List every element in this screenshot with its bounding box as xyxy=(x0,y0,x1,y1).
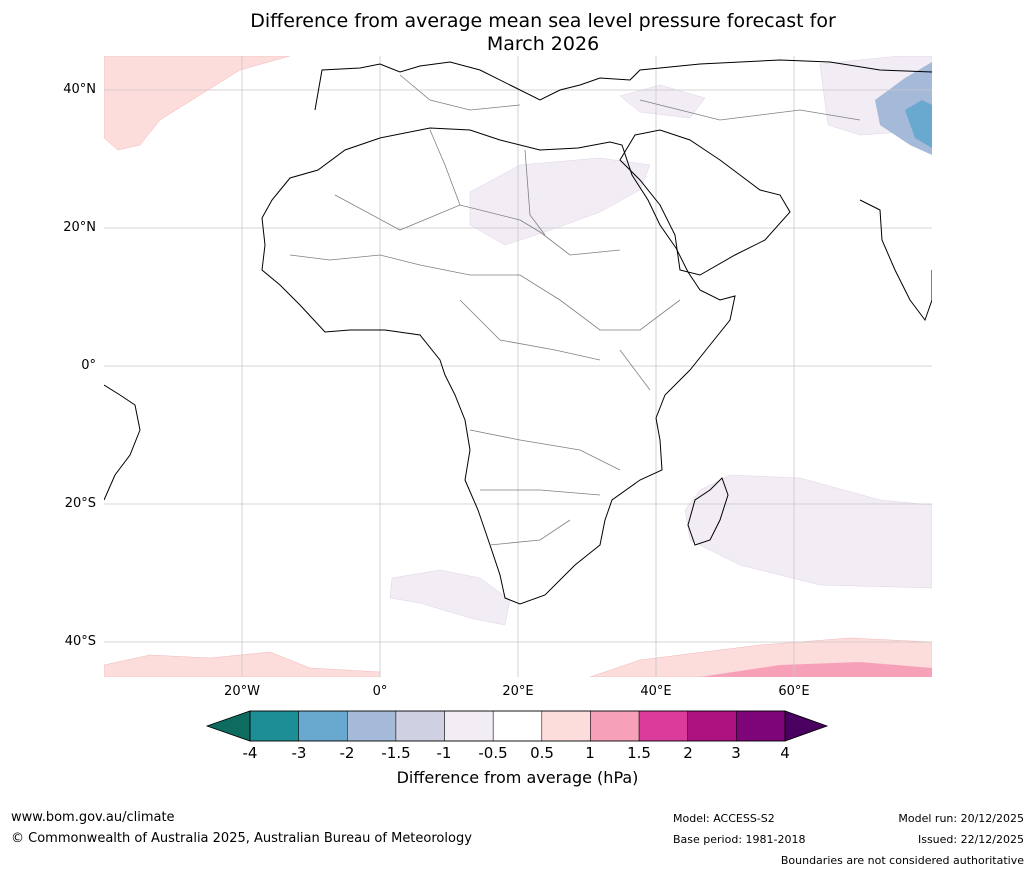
title-line-2: March 2026 xyxy=(486,33,600,55)
anomaly-weak-negative-mideast xyxy=(619,84,706,119)
lon-label-20e: 20°E xyxy=(502,684,534,699)
colorbar-segment xyxy=(638,710,688,742)
colorbar-label: Difference from average (hPa) xyxy=(396,768,639,787)
anomaly-weak-negative-sahara xyxy=(469,157,651,246)
colorbar-under-triangle xyxy=(205,710,251,742)
india-coastline xyxy=(859,199,932,322)
colorbar-tick: 2 xyxy=(683,744,693,762)
colorbar-segments xyxy=(249,710,786,742)
colorbar-tick: -1 xyxy=(436,744,452,762)
colorbar-tick: 3 xyxy=(731,744,741,762)
boundaries-disclaimer: Boundaries are not considered authoritat… xyxy=(780,854,1024,867)
colorbar-tick: -0.5 xyxy=(478,744,508,762)
anomaly-moderate-positive-south-east xyxy=(700,662,932,677)
colorbar-segment xyxy=(541,710,591,742)
lon-label-60e: 60°E xyxy=(778,684,810,699)
map-area xyxy=(104,56,932,677)
anomaly-strong-negative-tibet xyxy=(905,100,932,148)
website-link[interactable]: www.bom.gov.au/climate xyxy=(11,810,175,825)
country-borders xyxy=(289,74,861,546)
colorbar-tick: -4 xyxy=(242,744,258,762)
anomaly-weak-negative-south-atlantic xyxy=(389,569,511,626)
colorbar xyxy=(205,710,829,742)
colorbar-frame xyxy=(249,710,786,742)
anomaly-positive-nw xyxy=(104,56,291,151)
lon-label-40e: 40°E xyxy=(640,684,672,699)
colorbar-tick: -1.5 xyxy=(381,744,411,762)
title-line-1: Difference from average mean sea level p… xyxy=(250,10,836,32)
colorbar-segment xyxy=(395,710,445,742)
colorbar-tick: 0.5 xyxy=(530,744,554,762)
colorbar-tick: 1 xyxy=(585,744,595,762)
africa-coastline xyxy=(261,127,736,605)
europe-coastline xyxy=(314,59,932,111)
colorbar-tick: 4 xyxy=(780,744,790,762)
colorbar-segment xyxy=(249,710,299,742)
colorbar-segment xyxy=(347,710,397,742)
lat-label-40n: 40°N xyxy=(63,82,96,97)
colorbar-segment xyxy=(687,710,737,742)
colorbar-tick: -3 xyxy=(291,744,307,762)
colorbar-over-triangle xyxy=(784,710,829,742)
lon-label-20w: 20°W xyxy=(224,684,260,699)
base-period: Base period: 1981-2018 xyxy=(673,833,806,846)
map-title: Difference from average mean sea level p… xyxy=(0,10,1035,56)
coastlines xyxy=(104,59,932,605)
south-america-coastline xyxy=(104,384,141,501)
colorbar-segment xyxy=(444,710,494,742)
colorbar-tick: 1.5 xyxy=(627,744,651,762)
lat-label-40s: 40°S xyxy=(64,634,96,649)
colorbar-segment xyxy=(492,710,543,742)
lat-label-20n: 20°N xyxy=(63,220,96,235)
copyright-text: © Commonwealth of Australia 2025, Austra… xyxy=(11,831,472,846)
model-run-date: Model run: 20/12/2025 xyxy=(898,812,1024,825)
arabia-coastline xyxy=(619,129,791,276)
lat-label-0: 0° xyxy=(81,358,96,373)
madagascar-coastline xyxy=(687,477,729,546)
graticule xyxy=(104,56,932,677)
colorbar-segment xyxy=(590,710,640,742)
colorbar-segment xyxy=(298,710,348,742)
issued-date: Issued: 22/12/2025 xyxy=(917,833,1024,846)
lon-label-0: 0° xyxy=(372,684,388,699)
anomaly-weak-negative-indian-ocean xyxy=(684,474,932,589)
lat-label-20s: 20°S xyxy=(64,496,96,511)
colorbar-tick: -2 xyxy=(339,744,355,762)
model-name: Model: ACCESS-S2 xyxy=(673,812,775,825)
colorbar-segment xyxy=(736,710,786,742)
